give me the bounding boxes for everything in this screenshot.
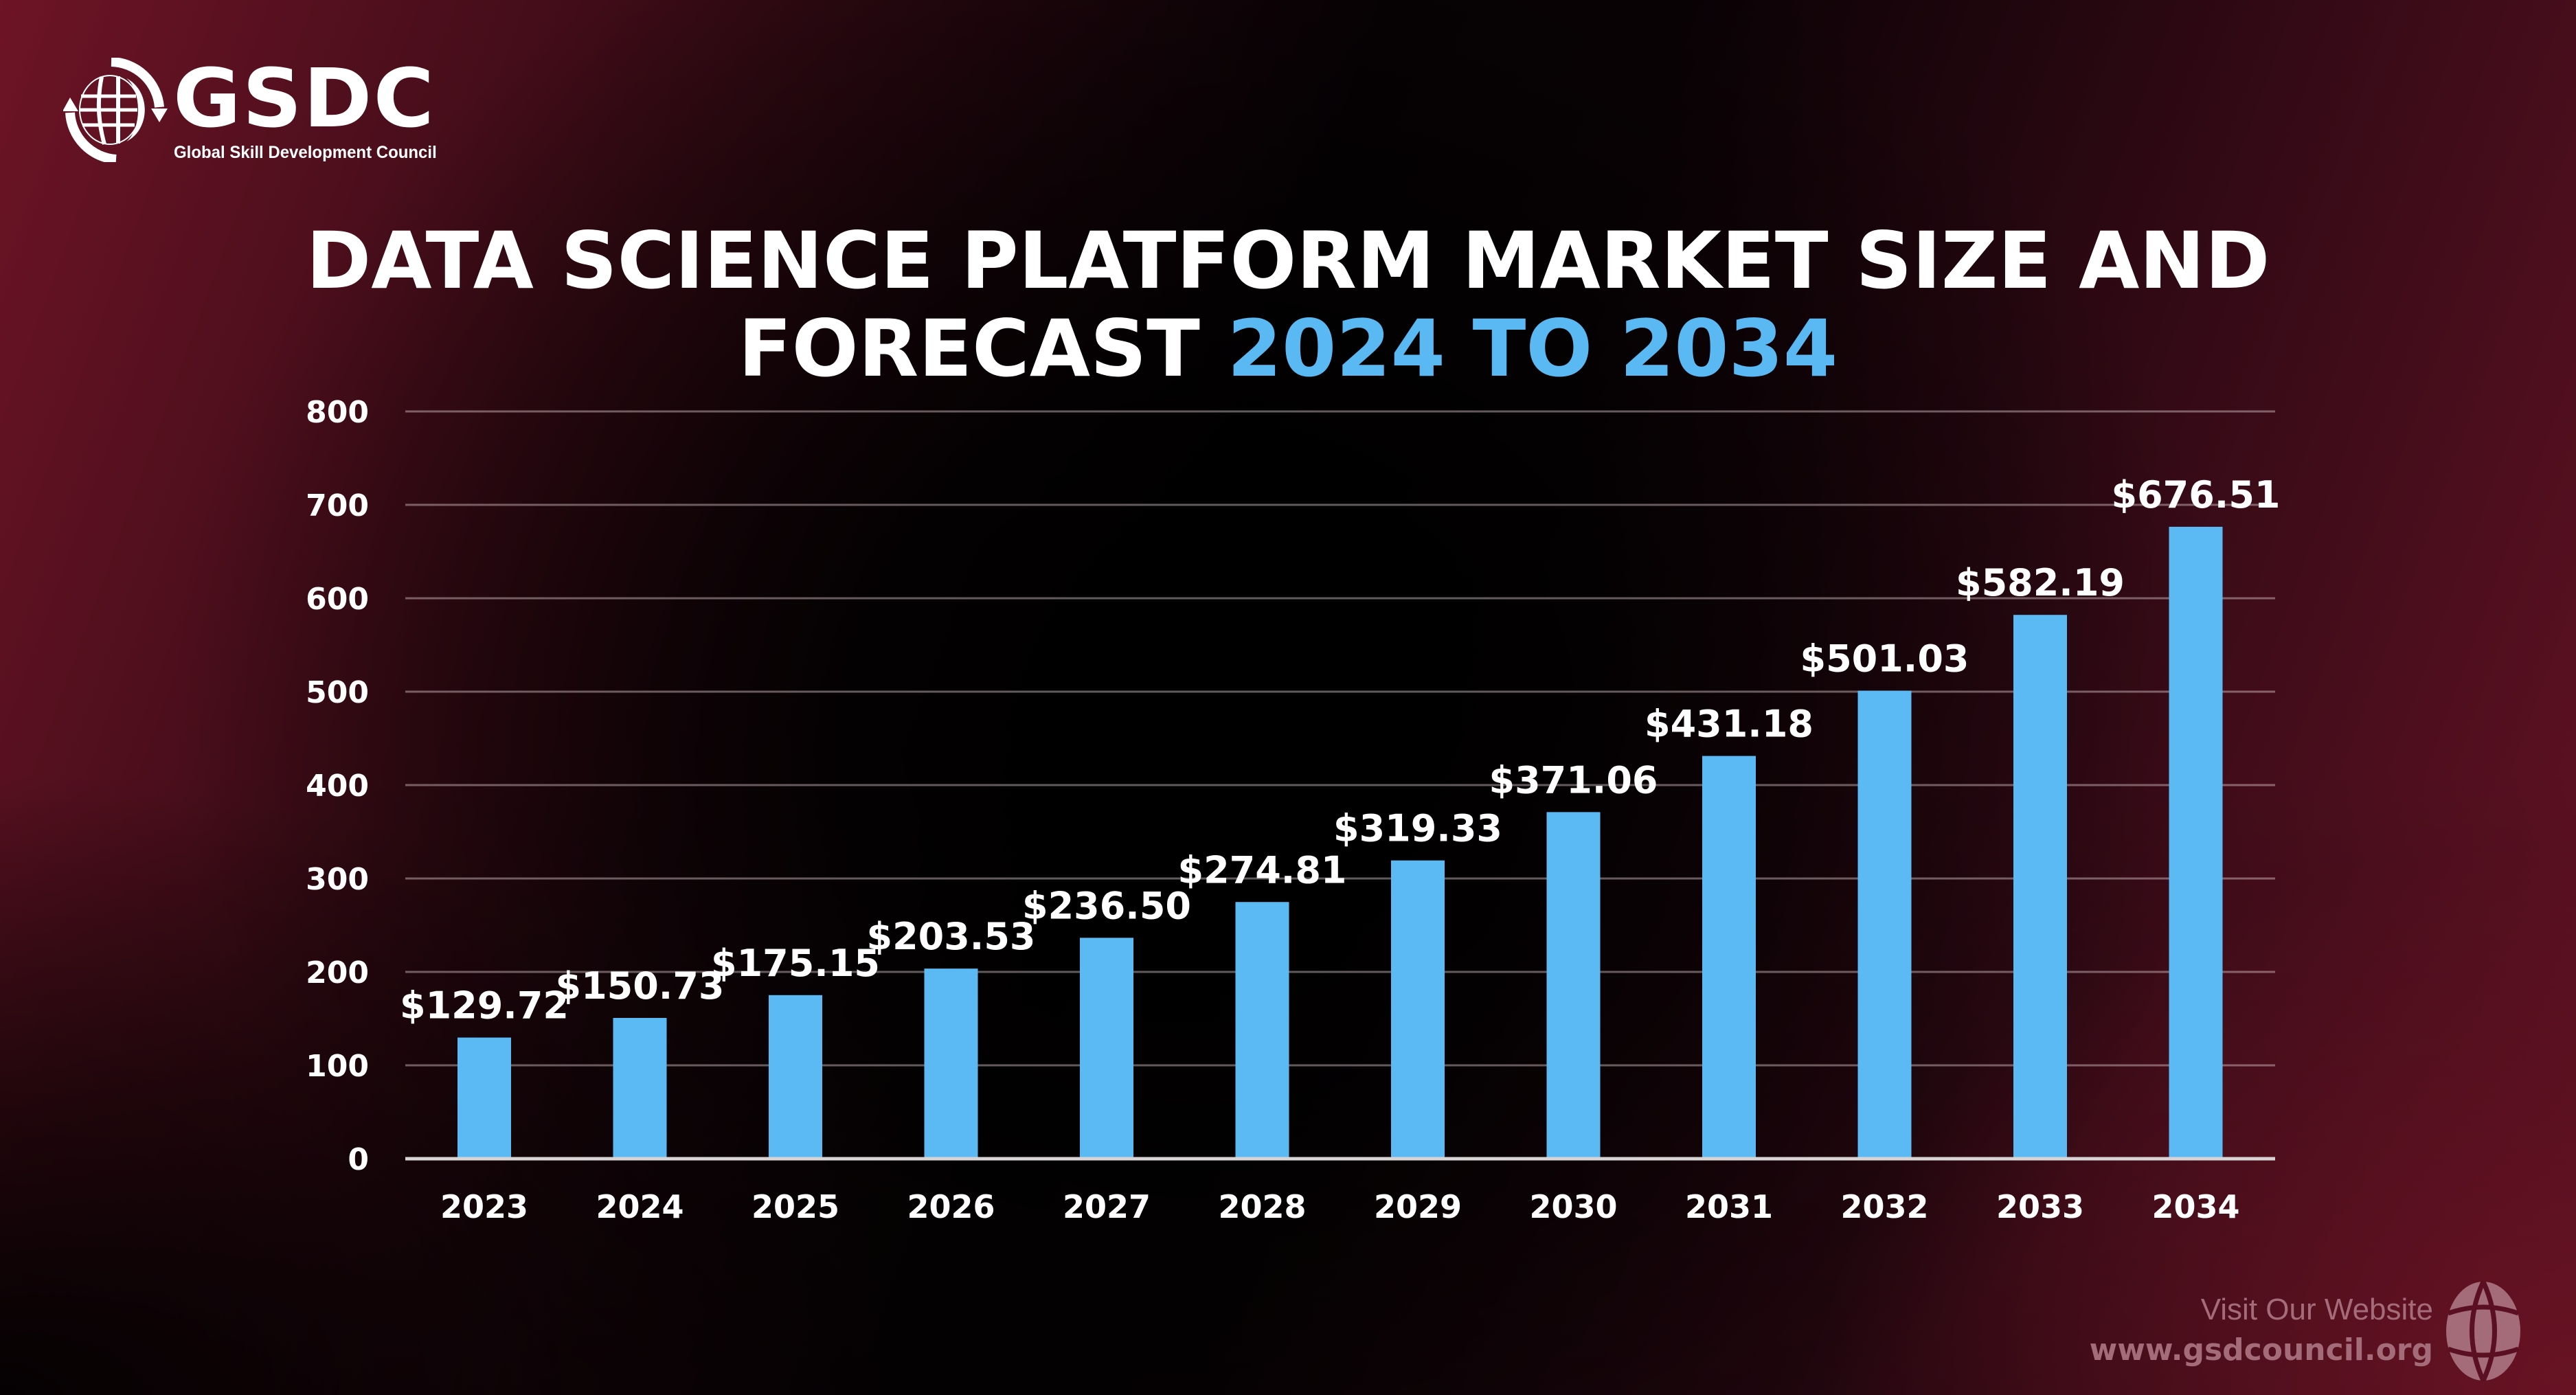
chart-title-prefix: FORECAST bbox=[738, 303, 1228, 394]
x-tick-label: 2024 bbox=[596, 1188, 683, 1225]
data-label-2031: $431.18 bbox=[1645, 703, 1814, 746]
data-labels: $129.72$150.73$175.15$203.53$236.50$274.… bbox=[400, 473, 2280, 1028]
data-label-2026: $203.53 bbox=[867, 915, 1036, 958]
data-label-2024: $150.73 bbox=[556, 964, 725, 1008]
y-tick-label: 400 bbox=[306, 769, 369, 804]
bar-2029 bbox=[1391, 860, 1445, 1159]
x-tick-label: 2030 bbox=[1529, 1188, 1617, 1225]
x-tick-label: 2026 bbox=[907, 1188, 995, 1225]
bar-2033 bbox=[2013, 615, 2067, 1159]
visit-website-label: Visit Our Website bbox=[2200, 1293, 2433, 1326]
logo-subtitle: Global Skill Development Council bbox=[174, 143, 437, 162]
y-tick-label: 700 bbox=[306, 488, 369, 523]
bar-2032 bbox=[1857, 690, 1912, 1159]
data-label-2030: $371.06 bbox=[1489, 758, 1658, 802]
data-label-2028: $274.81 bbox=[1178, 848, 1347, 892]
bars bbox=[457, 526, 2223, 1159]
x-tick-label: 2034 bbox=[2151, 1188, 2239, 1225]
gsdc-logo[interactable]: GSDC Global Skill Development Council bbox=[63, 58, 437, 168]
x-tick-label: 2032 bbox=[1840, 1188, 1928, 1225]
bar-2025 bbox=[769, 995, 822, 1159]
logo-wordmark: GSDC bbox=[173, 51, 436, 146]
x-axis-ticks: 2023 2024 2025 2026 2027 2028 2029 2030 2031 2032… bbox=[440, 1188, 2240, 1225]
y-tick-label: 200 bbox=[306, 955, 369, 990]
bar-2024 bbox=[613, 1018, 667, 1159]
data-label-2027: $236.50 bbox=[1022, 884, 1191, 927]
y-tick-label: 600 bbox=[306, 582, 369, 617]
y-axis-ticks: 0 100 200 300 400 500 600 700 800 bbox=[306, 395, 369, 1177]
y-tick-label: 100 bbox=[306, 1049, 369, 1084]
bar-2023 bbox=[457, 1037, 511, 1159]
bar-2026 bbox=[924, 968, 978, 1159]
y-tick-label: 800 bbox=[306, 395, 369, 430]
globe-icon bbox=[2446, 1280, 2520, 1382]
chart-title-line-2: FORECAST 2024 TO 2034 bbox=[0, 304, 2576, 394]
x-tick-label: 2031 bbox=[1685, 1188, 1773, 1225]
data-label-2025: $175.15 bbox=[711, 942, 880, 985]
bar-2027 bbox=[1080, 938, 1133, 1159]
x-tick-label: 2027 bbox=[1063, 1188, 1151, 1225]
data-label-2034: $676.51 bbox=[2112, 473, 2281, 517]
bar-2031 bbox=[1702, 756, 1756, 1159]
data-label-2033: $582.19 bbox=[1956, 561, 2125, 604]
chart-title-line-1: DATA SCIENCE PLATFORM MARKET SIZE AND bbox=[306, 215, 2270, 306]
bar-2030 bbox=[1546, 812, 1601, 1159]
gridlines bbox=[405, 410, 2275, 1067]
x-tick-label: 2029 bbox=[1374, 1188, 1462, 1225]
x-tick-label: 2033 bbox=[1996, 1188, 2084, 1225]
data-label-2023: $129.72 bbox=[400, 984, 569, 1028]
data-label-2029: $319.33 bbox=[1333, 807, 1502, 850]
y-tick-label: 0 bbox=[348, 1142, 369, 1177]
x-tick-label: 2028 bbox=[1218, 1188, 1306, 1225]
globe-with-arrows-icon bbox=[63, 58, 168, 162]
y-tick-label: 300 bbox=[306, 862, 369, 897]
chart-title-highlight: 2024 TO 2034 bbox=[1227, 303, 1838, 394]
y-tick-label: 500 bbox=[306, 675, 369, 710]
bar-2034 bbox=[2169, 526, 2223, 1159]
website-url-link[interactable]: www.gsdcouncil.org bbox=[2089, 1332, 2433, 1368]
x-tick-label: 2025 bbox=[752, 1188, 839, 1225]
bar-2028 bbox=[1235, 902, 1289, 1159]
x-tick-label: 2023 bbox=[440, 1188, 528, 1225]
data-label-2032: $501.03 bbox=[1800, 637, 1969, 681]
